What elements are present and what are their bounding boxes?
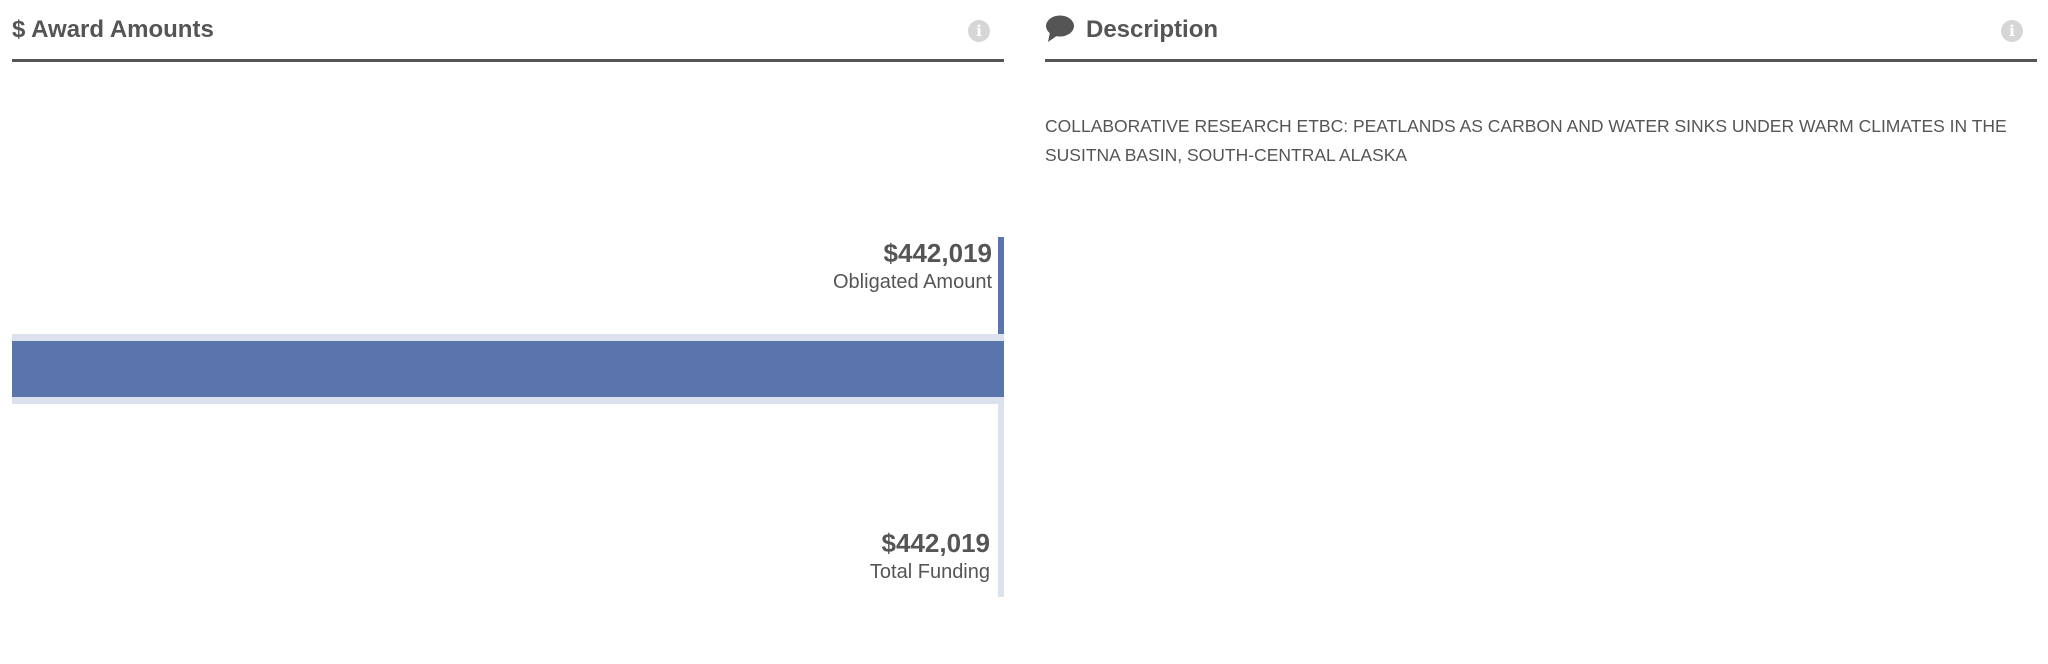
description-section: Description i: [1045, 0, 2037, 62]
obligated-amount-value: $442,019: [883, 238, 992, 268]
obligated-amount-label: $442,019 Obligated Amount: [833, 238, 992, 296]
description-header: Description i: [1045, 0, 2037, 62]
obligated-amount-marker: [998, 237, 1004, 397]
obligated-amount-bar[interactable]: [12, 341, 1004, 397]
award-amounts-title: $ Award Amounts: [12, 16, 214, 43]
description-title: Description: [1086, 16, 1219, 43]
total-funding-label: $442,019 Total Funding: [870, 528, 990, 586]
award-amounts-section: $ Award Amounts i: [12, 0, 1004, 62]
award-amounts-header: $ Award Amounts i: [12, 0, 1004, 62]
info-icon[interactable]: i: [968, 20, 990, 42]
comment-icon: [1046, 15, 1074, 42]
description-text: COLLABORATIVE RESEARCH ETBC: PEATLANDS A…: [1045, 116, 2007, 165]
award-amounts-chart: $442,019 Obligated Amount $442,019 Total…: [12, 62, 1004, 602]
total-funding-marker: [998, 397, 1004, 597]
obligated-amount-caption: Obligated Amount: [833, 271, 992, 293]
total-funding-caption: Total Funding: [869, 561, 990, 583]
total-funding-value: $442,019: [881, 528, 990, 558]
info-icon[interactable]: i: [2001, 20, 2023, 42]
